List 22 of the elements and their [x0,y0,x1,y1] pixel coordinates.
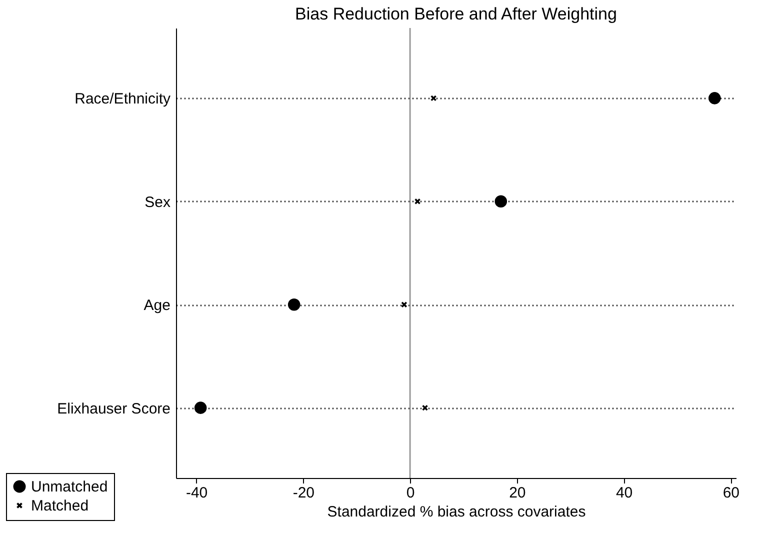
point [708,92,721,104]
x-tick-label: -40 [186,484,208,502]
x-tick-label: 20 [509,484,526,502]
point [430,95,437,102]
point [494,195,508,208]
x-tick-label: 40 [616,484,633,502]
y-tick-label: Sex [144,194,171,211]
legend-label: Matched [31,498,89,514]
point [401,301,408,308]
x-axis-title: Standardized % bias across covariates [327,504,586,520]
chart-title: Bias Reduction Before and After Weighting [295,4,617,24]
x-tick-label: -20 [292,484,315,502]
x-tick-label: 0 [406,484,415,502]
point [288,298,300,311]
point [194,402,207,414]
point [414,198,421,205]
x-tick-label: 60 [722,484,740,502]
point [422,404,428,411]
y-tick-label: Age [144,297,170,314]
y-tick-label: Race/Ethnicity [74,90,171,108]
y-tick-label: Elixhauser Score [57,400,170,418]
legend-label: Unmatched [31,478,108,496]
